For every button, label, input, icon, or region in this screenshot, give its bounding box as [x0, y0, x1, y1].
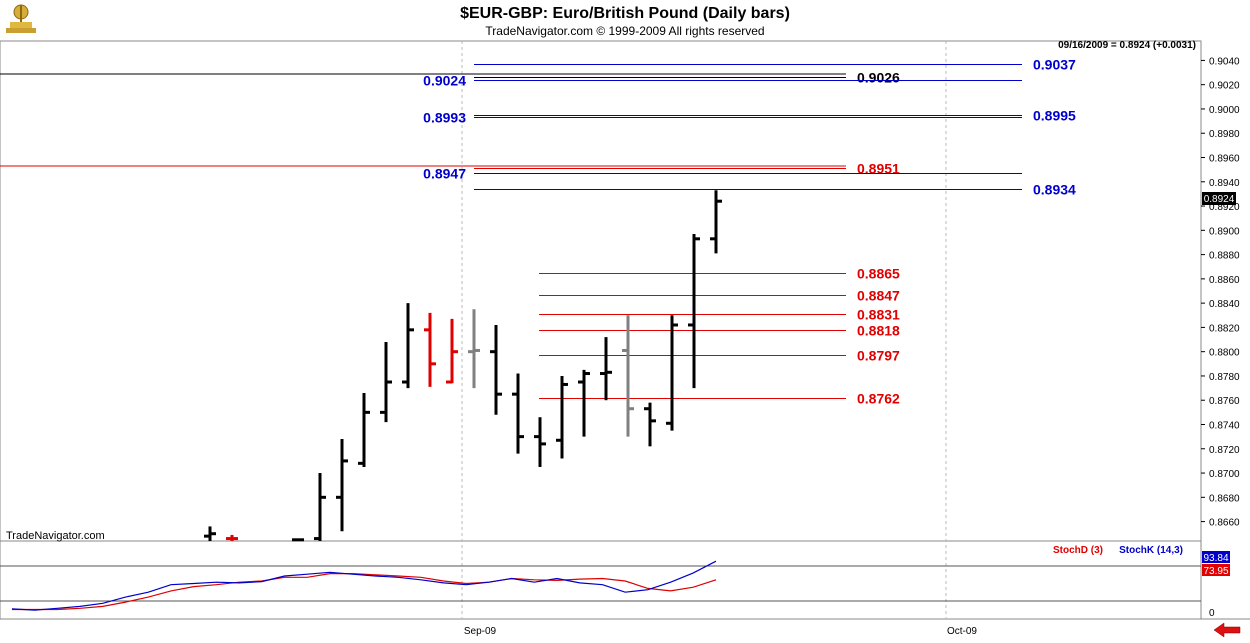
stoch-d-line: [12, 572, 717, 611]
level-label-0.8995: 0.8995: [1033, 108, 1076, 124]
y-tick-label: 0.8900: [1209, 226, 1240, 237]
ohlc-bar: [600, 337, 612, 401]
ohlc-bar: [688, 233, 700, 389]
scroll-left-arrow-icon[interactable]: [1212, 622, 1242, 638]
y-tick-label: 0.8820: [1209, 323, 1240, 334]
stoch-d-legend: StochD (3): [1053, 545, 1103, 556]
level-label-0.9037: 0.9037: [1033, 57, 1076, 73]
last-price-box: [1202, 192, 1236, 205]
level-label-0.8993: 0.8993: [423, 110, 466, 126]
ohlc-bar: [226, 534, 238, 541]
stoch-k-value-box: [1202, 551, 1230, 563]
y-tick-label: 0.9040: [1209, 56, 1240, 67]
ohlc-bar: [402, 303, 414, 389]
level-label-0.8797: 0.8797: [857, 348, 900, 364]
ohlc-bar: [314, 473, 326, 541]
ohlc-bar: [336, 439, 348, 532]
level-label-0.8818: 0.8818: [857, 323, 900, 339]
stoch-k-line: [11, 560, 717, 611]
stoch-k-legend: StochK (14,3): [1119, 545, 1183, 556]
level-label-0.9026: 0.9026: [857, 70, 900, 86]
copyright-line: TradeNavigator.com © 1999-2009 All right…: [485, 24, 764, 38]
y-tick-label: 0.8700: [1209, 469, 1240, 480]
y-tick-label: 0.8920: [1209, 202, 1240, 213]
ohlc-bar: [292, 538, 304, 542]
y-tick-label: 0.8760: [1209, 396, 1240, 407]
y-tick-label: 0.8980: [1209, 129, 1240, 140]
level-label-0.8762: 0.8762: [857, 391, 900, 407]
level-label-0.8951: 0.8951: [857, 161, 900, 177]
level-label-0.8847: 0.8847: [857, 288, 900, 304]
ohlc-bar: [556, 375, 568, 459]
watermark: TradeNavigator.com: [6, 530, 105, 542]
last-price-label: 0.8924: [1204, 194, 1235, 205]
ohlc-bar: [468, 309, 480, 389]
ohlc-bar: [446, 318, 458, 384]
ohlc-bar: [380, 341, 392, 423]
y-tick-label: 0.9020: [1209, 81, 1240, 92]
level-label-0.8934: 0.8934: [1033, 182, 1076, 198]
stoch-d-value-box: [1202, 564, 1230, 576]
y-tick-label: 0.8780: [1209, 372, 1240, 383]
y-tick-label: 0.8800: [1209, 348, 1240, 359]
ohlc-bar: [204, 526, 216, 541]
y-tick-label: 0.8840: [1209, 299, 1240, 310]
quote-readout: 09/16/2009 = 0.8924 (+0.0031): [1058, 40, 1196, 51]
y-tick-label: 0.8880: [1209, 251, 1240, 262]
ohlc-bar: [578, 369, 590, 437]
level-label-0.8947: 0.8947: [423, 166, 466, 182]
x-label-sep: Sep-09: [464, 626, 497, 637]
ohlc-bar: [358, 392, 370, 467]
y-tick-label: 0.8680: [1209, 493, 1240, 504]
level-label-0.8831: 0.8831: [857, 307, 900, 323]
y-tick-label: 0.8660: [1209, 518, 1240, 529]
y-tick-label: 0.8960: [1209, 154, 1240, 165]
ohlc-bar: [666, 315, 678, 431]
y-tick-label: 0.8860: [1209, 275, 1240, 286]
stoch-d-value: 73.95: [1203, 566, 1228, 577]
stoch-k-value: 93.84: [1203, 553, 1228, 564]
level-label-0.9024: 0.9024: [423, 73, 466, 89]
ohlc-bar: [710, 190, 722, 254]
ohlc-bar: [534, 417, 546, 467]
ohlc-bar: [490, 324, 502, 415]
ohlc-bar: [622, 315, 634, 437]
x-label-oct: Oct-09: [947, 626, 977, 637]
y-tick-label: 0.8720: [1209, 445, 1240, 456]
ohlc-bar: [424, 312, 436, 387]
trade-navigator-logo: [6, 4, 36, 33]
stoch-y-tick-label: 0: [1209, 608, 1215, 619]
chart-title: $EUR-GBP: Euro/British Pound (Daily bars…: [460, 5, 790, 22]
y-tick-label: 0.8740: [1209, 420, 1240, 431]
level-label-0.8865: 0.8865: [857, 266, 900, 282]
y-tick-label: 0.9000: [1209, 105, 1240, 116]
ohlc-bar: [644, 402, 656, 447]
ohlc-bar: [512, 373, 524, 454]
y-tick-label: 0.8940: [1209, 178, 1240, 189]
